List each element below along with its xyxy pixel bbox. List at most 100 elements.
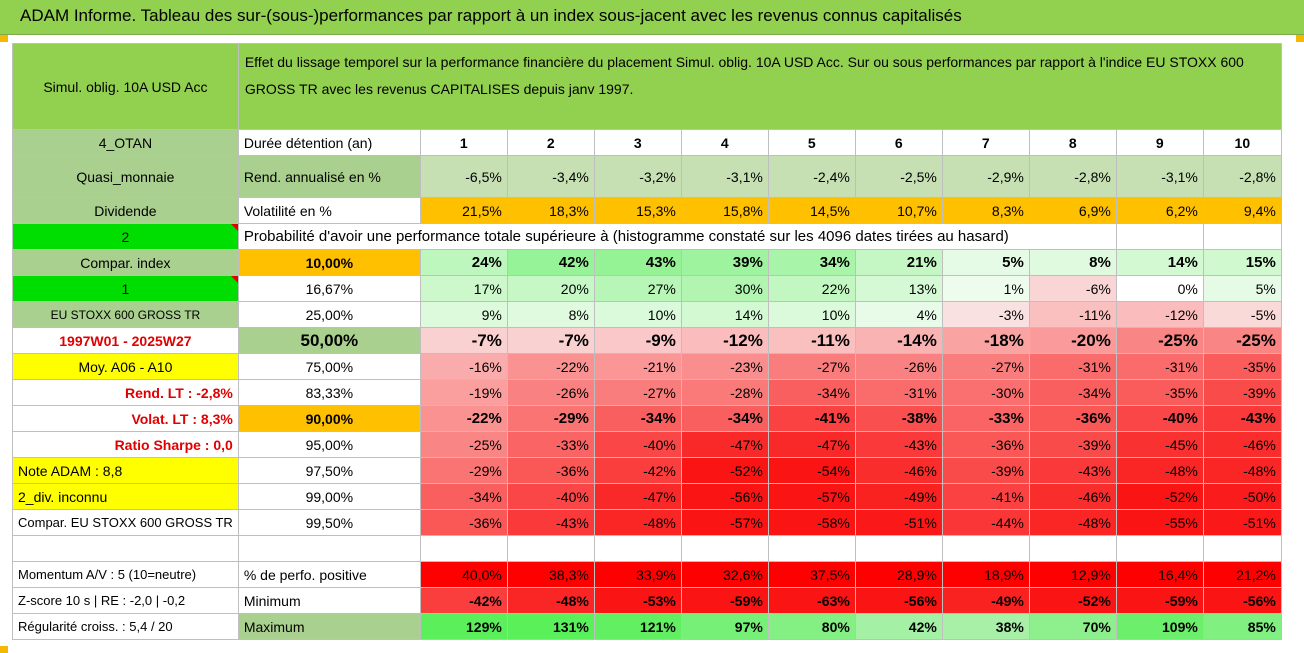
side-regularite[interactable]: Régularité croiss. : 5,4 / 20 bbox=[12, 613, 239, 640]
quantile-value[interactable]: -52% bbox=[1115, 483, 1204, 510]
side-zscore[interactable]: Z-score 10 s | RE : -2,0 | -0,2 bbox=[12, 587, 239, 614]
quantile-value[interactable]: -11% bbox=[767, 327, 856, 354]
maximum-value[interactable]: 70% bbox=[1028, 613, 1117, 640]
quantile-value[interactable]: -22% bbox=[506, 353, 595, 380]
side-note[interactable]: Note ADAM : 8,8 bbox=[12, 457, 239, 484]
quantile-value[interactable]: -34% bbox=[680, 405, 769, 432]
quantile-value[interactable]: -36% bbox=[419, 509, 508, 536]
volatility-value[interactable]: 9,4% bbox=[1202, 197, 1282, 224]
maximum-value[interactable]: 129% bbox=[419, 613, 508, 640]
quantile-value[interactable]: 8% bbox=[1028, 249, 1117, 276]
quantile-value[interactable]: -27% bbox=[767, 353, 856, 380]
quantile-label[interactable]: 10,00% bbox=[237, 249, 421, 276]
quantile-value[interactable]: -56% bbox=[680, 483, 769, 510]
quantile-value[interactable]: -34% bbox=[1028, 379, 1117, 406]
quantile-label[interactable]: 50,00% bbox=[237, 327, 421, 354]
quantile-value[interactable]: -46% bbox=[1028, 483, 1117, 510]
quantile-value[interactable]: 4% bbox=[854, 301, 943, 328]
maximum-value[interactable]: 85% bbox=[1202, 613, 1282, 640]
side-volat-lt[interactable]: Volat. LT : 8,3% bbox=[12, 405, 239, 432]
side-momentum[interactable]: Momentum A/V : 5 (10=neutre) bbox=[12, 561, 239, 588]
separator-cell[interactable] bbox=[1115, 535, 1204, 562]
side-sharpe[interactable]: Ratio Sharpe : 0,0 bbox=[12, 431, 239, 458]
quantile-value[interactable]: 30% bbox=[680, 275, 769, 302]
quantile-value[interactable]: -54% bbox=[767, 457, 856, 484]
volatility-label[interactable]: Volatilité en % bbox=[237, 197, 421, 224]
positive-value[interactable]: 40,0% bbox=[419, 561, 508, 588]
year-header[interactable]: 5 bbox=[767, 129, 856, 156]
quantile-value[interactable]: -23% bbox=[680, 353, 769, 380]
quantile-value[interactable]: -36% bbox=[941, 431, 1030, 458]
quantile-value[interactable]: -39% bbox=[941, 457, 1030, 484]
quantile-value[interactable]: 14% bbox=[1115, 249, 1204, 276]
quantile-value[interactable]: -14% bbox=[854, 327, 943, 354]
quantile-value[interactable]: -9% bbox=[593, 327, 682, 354]
quantile-value[interactable]: -45% bbox=[1115, 431, 1204, 458]
side-compar-index[interactable]: Compar. index bbox=[12, 249, 239, 276]
minimum-value[interactable]: -52% bbox=[1028, 587, 1117, 614]
year-header[interactable]: 1 bbox=[419, 129, 508, 156]
quantile-value[interactable]: 27% bbox=[593, 275, 682, 302]
quantile-value[interactable]: -40% bbox=[593, 431, 682, 458]
positive-value[interactable]: 37,5% bbox=[767, 561, 856, 588]
quantile-value[interactable]: 9% bbox=[419, 301, 508, 328]
return-value[interactable]: -6,5% bbox=[419, 155, 508, 198]
quantile-value[interactable]: -47% bbox=[680, 431, 769, 458]
year-header[interactable]: 9 bbox=[1115, 129, 1204, 156]
quantile-value[interactable]: -31% bbox=[854, 379, 943, 406]
quantile-value[interactable]: -41% bbox=[767, 405, 856, 432]
quantile-value[interactable]: 21% bbox=[854, 249, 943, 276]
quantile-value[interactable]: -22% bbox=[419, 405, 508, 432]
quantile-value[interactable]: -34% bbox=[419, 483, 508, 510]
quantile-label[interactable]: 99,00% bbox=[237, 483, 421, 510]
positive-value[interactable]: 16,4% bbox=[1115, 561, 1204, 588]
quantile-value[interactable]: -34% bbox=[593, 405, 682, 432]
year-header[interactable]: 6 bbox=[854, 129, 943, 156]
quantile-value[interactable]: -38% bbox=[854, 405, 943, 432]
quantile-value[interactable]: 0% bbox=[1115, 275, 1204, 302]
quantile-value[interactable]: -30% bbox=[941, 379, 1030, 406]
quantile-value[interactable]: 5% bbox=[1202, 275, 1282, 302]
quantile-value[interactable]: -51% bbox=[854, 509, 943, 536]
quantile-value[interactable]: 10% bbox=[593, 301, 682, 328]
separator-cell[interactable] bbox=[593, 535, 682, 562]
return-label[interactable]: Rend. annualisé en % bbox=[237, 155, 421, 198]
quantile-value[interactable]: -50% bbox=[1202, 483, 1282, 510]
quantile-value[interactable]: -26% bbox=[854, 353, 943, 380]
quantile-value[interactable]: 13% bbox=[854, 275, 943, 302]
quantile-value[interactable]: 22% bbox=[767, 275, 856, 302]
separator-cell[interactable] bbox=[506, 535, 595, 562]
quantile-value[interactable]: -49% bbox=[854, 483, 943, 510]
quantile-value[interactable]: -6% bbox=[1028, 275, 1117, 302]
year-header[interactable]: 4 bbox=[680, 129, 769, 156]
quantile-value[interactable]: -16% bbox=[419, 353, 508, 380]
quantile-value[interactable]: -44% bbox=[941, 509, 1030, 536]
maximum-value[interactable]: 97% bbox=[680, 613, 769, 640]
quantile-value[interactable]: -35% bbox=[1202, 353, 1282, 380]
minimum-value[interactable]: -59% bbox=[680, 587, 769, 614]
maximum-value[interactable]: 131% bbox=[506, 613, 595, 640]
quantile-value[interactable]: -3% bbox=[941, 301, 1030, 328]
return-value[interactable]: -2,4% bbox=[767, 155, 856, 198]
positive-value[interactable]: 33,9% bbox=[593, 561, 682, 588]
return-value[interactable]: -2,9% bbox=[941, 155, 1030, 198]
minimum-value[interactable]: -42% bbox=[419, 587, 508, 614]
minimum-value[interactable]: -56% bbox=[1202, 587, 1282, 614]
maximum-value[interactable]: 38% bbox=[941, 613, 1030, 640]
return-value[interactable]: -2,8% bbox=[1202, 155, 1282, 198]
separator-cell[interactable] bbox=[419, 535, 508, 562]
side-moy[interactable]: Moy. A06 - A10 bbox=[12, 353, 239, 380]
volatility-value[interactable]: 10,7% bbox=[854, 197, 943, 224]
quantile-value[interactable]: -58% bbox=[767, 509, 856, 536]
quantile-value[interactable]: 42% bbox=[506, 249, 595, 276]
separator-cell[interactable] bbox=[1028, 535, 1117, 562]
positive-value[interactable]: 12,9% bbox=[1028, 561, 1117, 588]
year-header[interactable]: 10 bbox=[1202, 129, 1282, 156]
quantile-value[interactable]: -48% bbox=[1028, 509, 1117, 536]
quantile-value[interactable]: -47% bbox=[593, 483, 682, 510]
quantile-value[interactable]: -46% bbox=[854, 457, 943, 484]
description[interactable]: Effet du lissage temporel sur la perform… bbox=[237, 43, 1282, 130]
quantile-value[interactable]: 34% bbox=[767, 249, 856, 276]
quantile-value[interactable]: -26% bbox=[506, 379, 595, 406]
quantile-value[interactable]: -33% bbox=[941, 405, 1030, 432]
